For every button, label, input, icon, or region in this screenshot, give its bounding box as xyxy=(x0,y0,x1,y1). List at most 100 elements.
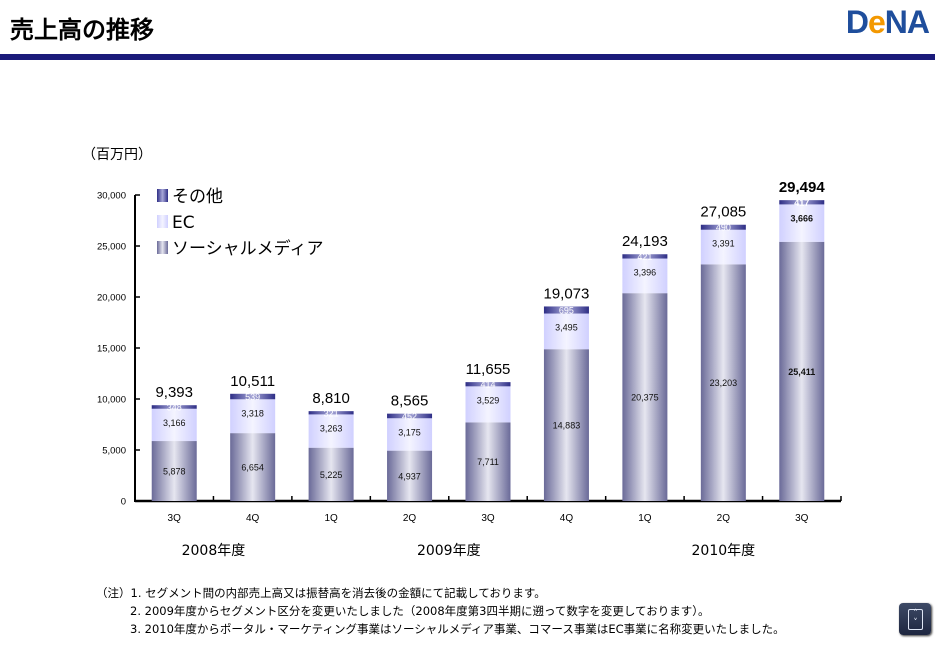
bar-segment-ec-label: 3,666 xyxy=(791,213,814,223)
bar-total-label: 8,810 xyxy=(312,390,350,407)
legend-swatch xyxy=(157,215,168,228)
bar-segment-social-media xyxy=(465,422,511,501)
y-axis-unit-label: （百万円） xyxy=(82,147,152,163)
bar-segment-other xyxy=(622,254,668,259)
bar-segment-other xyxy=(700,224,746,230)
bar-segment-social-media-label: 4,937 xyxy=(398,471,421,481)
bar-segment-other-label: 417 xyxy=(794,198,809,208)
bar-segment-ec-label: 3,263 xyxy=(320,423,343,433)
bar-segment-social-media-label: 23,203 xyxy=(710,378,738,388)
bar-total-label: 24,193 xyxy=(622,233,668,250)
footnote-prefix: （注） xyxy=(96,586,131,600)
bar-segment-ec xyxy=(622,258,668,294)
bar-segment-other-label: 421 xyxy=(637,252,652,262)
y-tick-label: 10,000 xyxy=(97,395,126,406)
x-tick-label: 1Q xyxy=(638,513,652,524)
header-divider xyxy=(0,54,935,60)
bar-segment-other xyxy=(151,405,197,409)
bar-segment-other xyxy=(308,411,354,415)
bar-segment-ec-label: 3,529 xyxy=(477,395,500,405)
legend-label: ソーシャルメディア xyxy=(172,238,323,259)
bars xyxy=(151,200,825,501)
y-tick-label: 25,000 xyxy=(97,242,126,253)
bar-segment-social-media xyxy=(779,241,825,501)
bar-segment-social-media xyxy=(622,293,668,501)
bar-total-label: 8,565 xyxy=(391,393,429,410)
chevron-down-icon: ˅ xyxy=(913,618,918,628)
bar-total-label: 11,655 xyxy=(466,361,511,378)
bar-segment-ec xyxy=(308,414,354,448)
x-tick-label: 2Q xyxy=(717,513,731,524)
bar-segment-other-label: 490 xyxy=(716,223,731,233)
fiscal-year-label: 2009年度 xyxy=(417,543,481,559)
bar-segment-social-media xyxy=(151,441,197,501)
bar-segment-ec xyxy=(779,204,825,242)
logo-part-na: NA xyxy=(884,4,930,40)
footnote-1-text: 1. セグメント間の内部売上高又は振替高を消去後の金額にて記載しております。 xyxy=(130,586,546,600)
bar-segment-ec-label: 3,396 xyxy=(634,268,657,278)
x-tick-label: 3Q xyxy=(795,513,809,524)
bar-segment-other xyxy=(779,200,825,205)
bar-segment-other-label: 321 xyxy=(324,408,339,418)
scroll-up-down-icon: ˄ ˅ xyxy=(908,609,923,630)
bar-segment-social-media-label: 25,411 xyxy=(788,367,815,377)
bar-total-label: 19,073 xyxy=(543,285,589,302)
bar-segment-ec xyxy=(465,386,511,423)
bar-segment-other-label: 414 xyxy=(480,380,495,390)
bar-segment-other-label: 348 xyxy=(167,402,182,412)
bar-segment-ec-label: 3,391 xyxy=(712,239,735,249)
footnote-2: 2. 2009年度からセグメント区分を変更いたしました（2008年度第3四半期に… xyxy=(130,604,710,618)
bar-segment-social-media xyxy=(230,433,276,501)
bar-segment-other-label: 539 xyxy=(245,392,260,402)
bar-segment-other xyxy=(230,393,276,400)
bar-segment-ec-label: 3,318 xyxy=(241,408,264,418)
bar-segment-social-media xyxy=(308,447,354,501)
x-tick-label: 3Q xyxy=(481,513,495,524)
bar-segment-other-label: 452 xyxy=(402,411,417,421)
y-tick-label: 30,000 xyxy=(97,191,126,202)
x-tick-label: 4Q xyxy=(246,513,260,524)
logo-part-e: e xyxy=(867,4,886,40)
bar-segment-social-media xyxy=(387,450,433,501)
bar-segment-social-media-label: 6,654 xyxy=(241,463,264,473)
bar-segment-other xyxy=(387,413,433,419)
legend-label: EC xyxy=(172,213,195,233)
legend: その他 EC ソーシャルメディア xyxy=(157,187,323,259)
legend-label: その他 xyxy=(172,187,223,207)
logo-part-d: D xyxy=(845,4,869,40)
fiscal-year-label: 2010年度 xyxy=(692,543,756,559)
page-title: 売上高の推移 xyxy=(10,16,154,44)
bar-total-label: 27,085 xyxy=(700,204,746,221)
bar-segment-social-media xyxy=(543,349,589,501)
bar-total-label: 29,494 xyxy=(779,179,826,196)
stacked-bar-chart: 0 5,000 10,000 15,000 20,000 25,000 30,000 3Q 4Q… xyxy=(97,179,842,559)
legend-swatch xyxy=(157,241,168,254)
footnotes: （注）1. セグメント間の内部売上高又は振替高を消去後の金額にて記載しております… xyxy=(96,584,785,638)
bar-segment-ec xyxy=(230,399,276,434)
bar-segment-ec xyxy=(543,313,589,350)
bar-segment-ec-label: 3,495 xyxy=(555,323,578,333)
bar-segment-social-media-label: 5,225 xyxy=(320,470,343,480)
x-tick-label: 3Q xyxy=(168,513,182,524)
x-tick-label: 2Q xyxy=(403,513,417,524)
bar-segment-ec xyxy=(700,229,746,265)
scroll-widget-button[interactable]: ˄ ˅ xyxy=(899,603,931,635)
bar-segment-social-media-label: 7,711 xyxy=(477,457,499,467)
x-tick-label: 1Q xyxy=(324,513,338,524)
bar-segment-ec xyxy=(387,418,433,451)
bar-segment-social-media xyxy=(700,264,746,501)
y-tick-label: 5,000 xyxy=(102,446,126,457)
bar-segment-ec-label: 3,175 xyxy=(398,427,421,437)
bar-segment-social-media-label: 5,878 xyxy=(163,467,186,477)
footnote-3: 3. 2010年度からポータル・マーケティング事業はソーシャルメディア事業、コマ… xyxy=(130,622,785,636)
bar-segment-social-media-label: 20,375 xyxy=(631,393,659,403)
y-tick-label: 15,000 xyxy=(97,344,126,355)
x-tick-label: 4Q xyxy=(560,513,574,524)
footnote-1: （注）1. セグメント間の内部売上高又は振替高を消去後の金額にて記載しております… xyxy=(96,584,785,602)
y-tick-label: 20,000 xyxy=(97,293,126,304)
fiscal-year-label: 2008年度 xyxy=(182,543,246,559)
bar-segment-other xyxy=(543,306,589,314)
dena-logo: DeNA xyxy=(845,4,930,41)
bar-segment-social-media-label: 14,883 xyxy=(553,421,581,431)
bar-segment-other-label: 695 xyxy=(559,305,574,315)
